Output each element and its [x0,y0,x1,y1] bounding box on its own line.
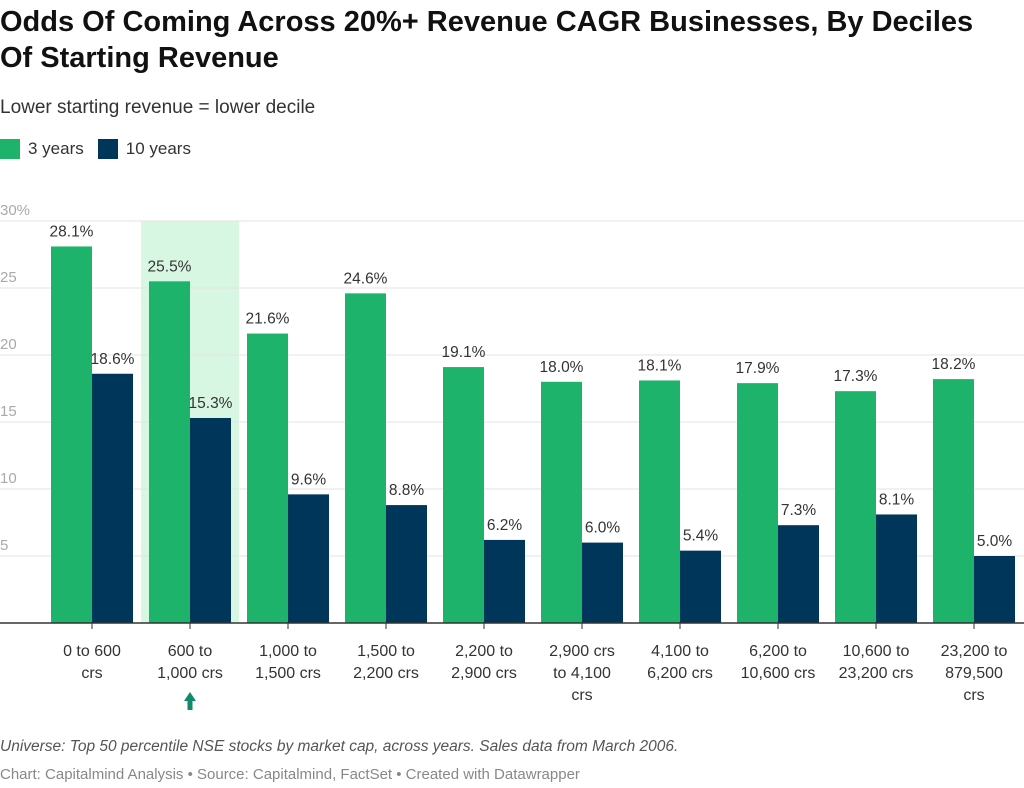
chart-title: Odds Of Coming Across 20%+ Revenue CAGR … [0,6,974,74]
bar-10y [778,525,819,623]
x-tick-label-line: to 4,100 [553,665,611,682]
x-tick-label-line: 6,200 to [749,643,807,660]
data-label: 5.0% [977,533,1013,550]
data-label: 18.1% [638,357,682,374]
x-tick-label-line: 1,500 crs [255,665,321,682]
bar-10y [680,550,721,623]
bar-10y [484,539,525,623]
x-tick-label-line: 1,000 to [259,643,317,660]
bar-10y [876,514,917,623]
data-label: 19.1% [442,344,486,361]
data-label: 25.5% [148,258,192,275]
x-tick-label-line: 1,500 to [357,643,415,660]
data-label: 5.4% [683,528,719,545]
x-tick-label: 23,200 to 879,500 crs [941,643,1008,704]
x-tick-label-line: 6,200 crs [647,665,713,682]
legend-label: 3 years [28,139,84,158]
data-label: 7.3% [781,502,817,519]
x-tick-label-line: 0 to 600 [63,643,121,660]
data-label: 6.2% [487,517,523,534]
data-label: 28.1% [50,223,94,240]
x-tick-label: 6,200 to 10,600 crs [741,643,816,682]
data-label: 17.9% [736,360,780,377]
x-tick-label: 1,500 to 2,200 crs [353,643,419,682]
legend-label: 10 years [125,139,191,158]
data-label: 15.3% [189,395,233,412]
data-label: 8.1% [879,491,915,508]
x-tick-label-line: 2,200 to [455,643,513,660]
y-tick-label: 15 [0,403,17,420]
bar-3y [149,281,190,623]
legend: 3 years 10 years [0,139,191,159]
x-tick-label-line: 23,200 crs [839,665,914,682]
x-tick-label-line: crs [571,687,592,704]
y-tick-label: 30% [0,202,30,219]
y-tick-label: 25 [0,269,17,286]
data-label: 18.0% [540,359,584,376]
y-tick-label: 5 [0,537,8,554]
x-tick-label-line: crs [81,665,102,682]
bar-10y [190,417,231,623]
data-label: 8.8% [389,482,425,499]
x-tick-label-line: 10,600 crs [741,665,816,682]
bar-3y [639,380,680,623]
bar-3y [541,381,582,623]
x-tick-label-line: 23,200 to [941,643,1008,660]
legend-item-3-years: 3 years [0,139,84,159]
x-tick-label-line: 1,000 crs [157,665,223,682]
chart-subtitle: Lower starting revenue = lower decile [0,97,316,118]
bar-3y [737,383,778,623]
bar-3y [247,333,288,623]
x-tick-label-line: 2,900 crs [451,665,517,682]
bar-10y [92,373,133,623]
legend-item-10-years: 10 years [97,139,191,159]
bar-3y [443,367,484,623]
data-label: 18.6% [91,351,135,368]
bar-3y [51,246,92,623]
bar-10y [582,542,623,623]
y-tick-label: 10 [0,470,17,487]
x-tick-label: 2,900 crs to 4,100 crs [549,643,615,704]
chart-notes: Universe: Top 50 percentile NSE stocks b… [0,738,679,755]
bar-10y [288,494,329,623]
legend-swatch [97,139,118,159]
x-tick-label-line: 2,200 crs [353,665,419,682]
x-tick-label: 0 to 600 crs [63,643,121,682]
bar-10y [386,505,427,623]
legend-swatch [0,139,20,159]
x-tick-label: 2,200 to 2,900 crs [451,643,517,682]
x-tick-label-line: crs [963,687,984,704]
x-tick-label: 1,000 to 1,500 crs [255,643,321,682]
x-tick-label-line: 2,900 crs [549,643,615,660]
x-tick-label-line: 10,600 to [843,643,910,660]
x-tick-label-line: 4,100 to [651,643,709,660]
bar-10y [974,556,1015,623]
x-tick-label: 10,600 to 23,200 crs [839,643,914,682]
data-label: 18.2% [932,356,976,373]
data-label: 21.6% [246,311,290,328]
x-tick-label-line: 879,500 [945,665,1003,682]
bar-3y [835,391,876,623]
arrow-up-icon [184,692,196,710]
data-label: 9.6% [291,471,327,488]
x-tick-label-line: 600 to [168,643,213,660]
data-label: 17.3% [834,368,878,385]
bar-3y [933,379,974,623]
data-label: 6.0% [585,520,621,537]
chart-credits: Chart: Capitalmind Analysis • Source: Ca… [0,766,580,783]
bar-3y [345,293,386,623]
data-label: 24.6% [344,270,388,287]
y-tick-label: 20 [0,336,17,353]
x-tick-label: 4,100 to 6,200 crs [647,643,713,682]
x-tick-label: 600 to 1,000 crs [157,643,223,682]
